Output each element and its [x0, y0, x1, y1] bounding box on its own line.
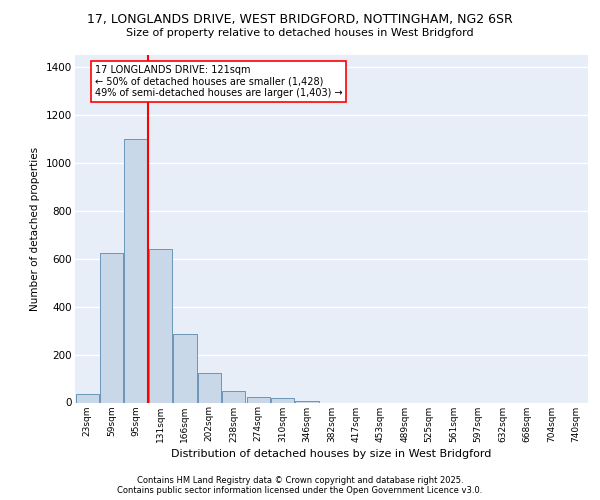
- Bar: [222, 390, 245, 402]
- Y-axis label: Number of detached properties: Number of detached properties: [31, 146, 40, 311]
- Bar: [271, 398, 294, 402]
- Bar: [173, 334, 197, 402]
- Bar: [124, 139, 148, 402]
- Bar: [149, 249, 172, 402]
- Text: 17 LONGLANDS DRIVE: 121sqm
← 50% of detached houses are smaller (1,428)
49% of s: 17 LONGLANDS DRIVE: 121sqm ← 50% of deta…: [95, 64, 342, 98]
- Text: Size of property relative to detached houses in West Bridgford: Size of property relative to detached ho…: [126, 28, 474, 38]
- Text: Contains HM Land Registry data © Crown copyright and database right 2025.
Contai: Contains HM Land Registry data © Crown c…: [118, 476, 482, 495]
- X-axis label: Distribution of detached houses by size in West Bridgford: Distribution of detached houses by size …: [172, 448, 491, 458]
- Text: 17, LONGLANDS DRIVE, WEST BRIDGFORD, NOTTINGHAM, NG2 6SR: 17, LONGLANDS DRIVE, WEST BRIDGFORD, NOT…: [87, 12, 513, 26]
- Bar: [76, 394, 99, 402]
- Bar: [247, 397, 270, 402]
- Bar: [100, 254, 123, 402]
- Bar: [198, 372, 221, 402]
